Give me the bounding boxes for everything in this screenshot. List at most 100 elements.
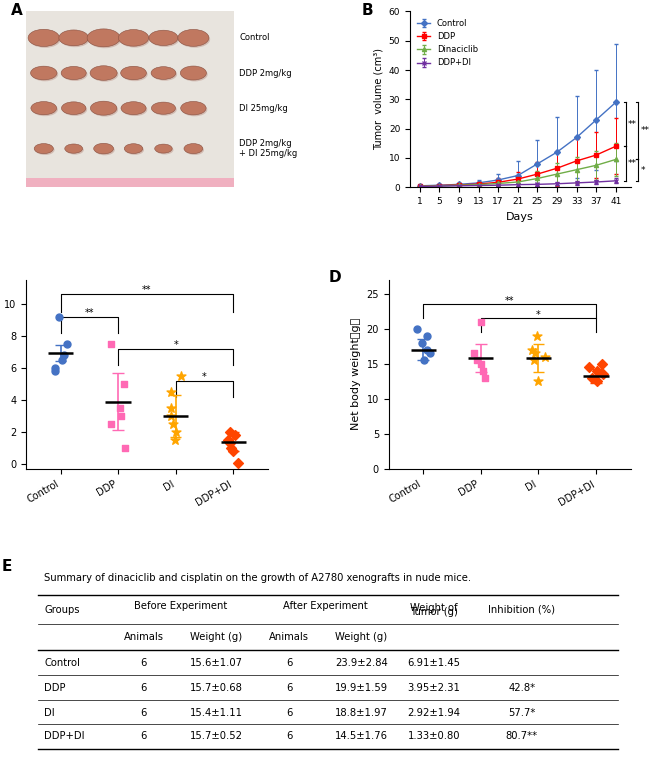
Text: 15.4±1.11: 15.4±1.11	[190, 708, 243, 718]
Ellipse shape	[184, 143, 203, 154]
Point	[166, 402, 176, 414]
Ellipse shape	[152, 68, 177, 80]
Text: 15.6±1.07: 15.6±1.07	[190, 658, 243, 668]
Ellipse shape	[121, 102, 146, 115]
Ellipse shape	[36, 145, 55, 155]
Text: 15.7±0.52: 15.7±0.52	[190, 732, 243, 741]
Text: Control: Control	[239, 34, 270, 42]
Text: 6: 6	[286, 708, 292, 718]
Text: Summary of dinaciclib and cisplatin on the growth of A2780 xenografts in nude mi: Summary of dinaciclib and cisplatin on t…	[44, 573, 471, 583]
Ellipse shape	[178, 29, 209, 46]
Point	[597, 368, 608, 381]
Y-axis label: Net body weight（g）: Net body weight（g）	[351, 318, 361, 430]
Point	[225, 426, 235, 438]
Ellipse shape	[155, 144, 172, 153]
Text: Before Experiment: Before Experiment	[133, 601, 227, 611]
Ellipse shape	[32, 67, 58, 81]
Text: Tumor (g): Tumor (g)	[410, 607, 458, 617]
Point	[176, 370, 186, 382]
Text: Weight (g): Weight (g)	[335, 632, 387, 642]
Point	[118, 378, 129, 390]
Ellipse shape	[179, 31, 210, 47]
Point	[50, 362, 60, 374]
Text: Groups: Groups	[44, 604, 80, 614]
Ellipse shape	[29, 31, 60, 47]
Text: 15.7±0.68: 15.7±0.68	[190, 683, 243, 693]
Point	[171, 426, 181, 438]
Ellipse shape	[61, 67, 86, 80]
Point	[476, 358, 486, 370]
Point	[472, 354, 482, 366]
Point	[53, 310, 64, 322]
Ellipse shape	[31, 102, 57, 115]
Text: 2.92±1.94: 2.92±1.94	[408, 708, 461, 718]
Point	[469, 347, 480, 359]
Ellipse shape	[95, 145, 115, 155]
Ellipse shape	[180, 66, 207, 80]
Text: DI: DI	[44, 708, 55, 718]
Text: 1.33±0.80: 1.33±0.80	[408, 732, 460, 741]
Text: Control: Control	[44, 658, 80, 668]
Point	[106, 418, 116, 430]
FancyBboxPatch shape	[234, 11, 280, 187]
Point	[422, 329, 433, 342]
Point	[421, 344, 432, 356]
Point	[540, 351, 550, 363]
Text: 80.7**: 80.7**	[506, 732, 538, 741]
Point	[114, 402, 125, 414]
Point	[417, 336, 428, 349]
Text: *: *	[536, 310, 541, 320]
Point	[232, 457, 242, 469]
Point	[411, 322, 422, 335]
Ellipse shape	[181, 67, 207, 81]
Ellipse shape	[92, 103, 118, 116]
Ellipse shape	[153, 103, 177, 116]
Point	[116, 410, 127, 422]
Ellipse shape	[156, 146, 174, 155]
Text: DDP: DDP	[44, 683, 66, 693]
Point	[229, 429, 240, 441]
Ellipse shape	[120, 31, 150, 47]
Point	[225, 437, 235, 450]
Point	[597, 358, 608, 370]
Text: E: E	[2, 559, 12, 574]
Text: After Experiment: After Experiment	[283, 601, 368, 611]
Ellipse shape	[122, 103, 148, 116]
Ellipse shape	[151, 102, 176, 114]
Point	[480, 372, 491, 384]
Ellipse shape	[94, 143, 114, 154]
Text: *: *	[202, 372, 207, 382]
Text: *: *	[174, 340, 178, 350]
Ellipse shape	[28, 29, 59, 47]
Text: Weight (g): Weight (g)	[190, 632, 242, 642]
Point	[476, 316, 486, 328]
Text: DDP+DI: DDP+DI	[44, 732, 84, 741]
Text: Animals: Animals	[124, 632, 164, 642]
Ellipse shape	[60, 31, 90, 47]
Ellipse shape	[92, 67, 118, 82]
Point	[57, 354, 67, 366]
Text: DDP 2mg/kg: DDP 2mg/kg	[239, 68, 292, 77]
Ellipse shape	[62, 102, 86, 114]
Ellipse shape	[124, 144, 143, 153]
FancyBboxPatch shape	[26, 178, 234, 187]
Point	[62, 338, 73, 350]
Ellipse shape	[62, 68, 88, 81]
Text: 6: 6	[286, 658, 292, 668]
Text: 42.8*: 42.8*	[508, 683, 535, 693]
Ellipse shape	[32, 103, 58, 116]
Ellipse shape	[66, 146, 84, 155]
Text: 6: 6	[140, 683, 147, 693]
Text: 6: 6	[140, 732, 147, 741]
Text: 6: 6	[140, 708, 147, 718]
Text: A: A	[11, 3, 23, 18]
Ellipse shape	[149, 30, 178, 45]
Text: **: **	[84, 308, 94, 318]
Ellipse shape	[181, 101, 206, 115]
Point	[120, 442, 131, 454]
Point	[592, 375, 602, 388]
Ellipse shape	[65, 144, 83, 153]
Ellipse shape	[185, 145, 204, 155]
Ellipse shape	[151, 67, 176, 80]
Text: DI 25mg/kg: DI 25mg/kg	[239, 103, 288, 113]
